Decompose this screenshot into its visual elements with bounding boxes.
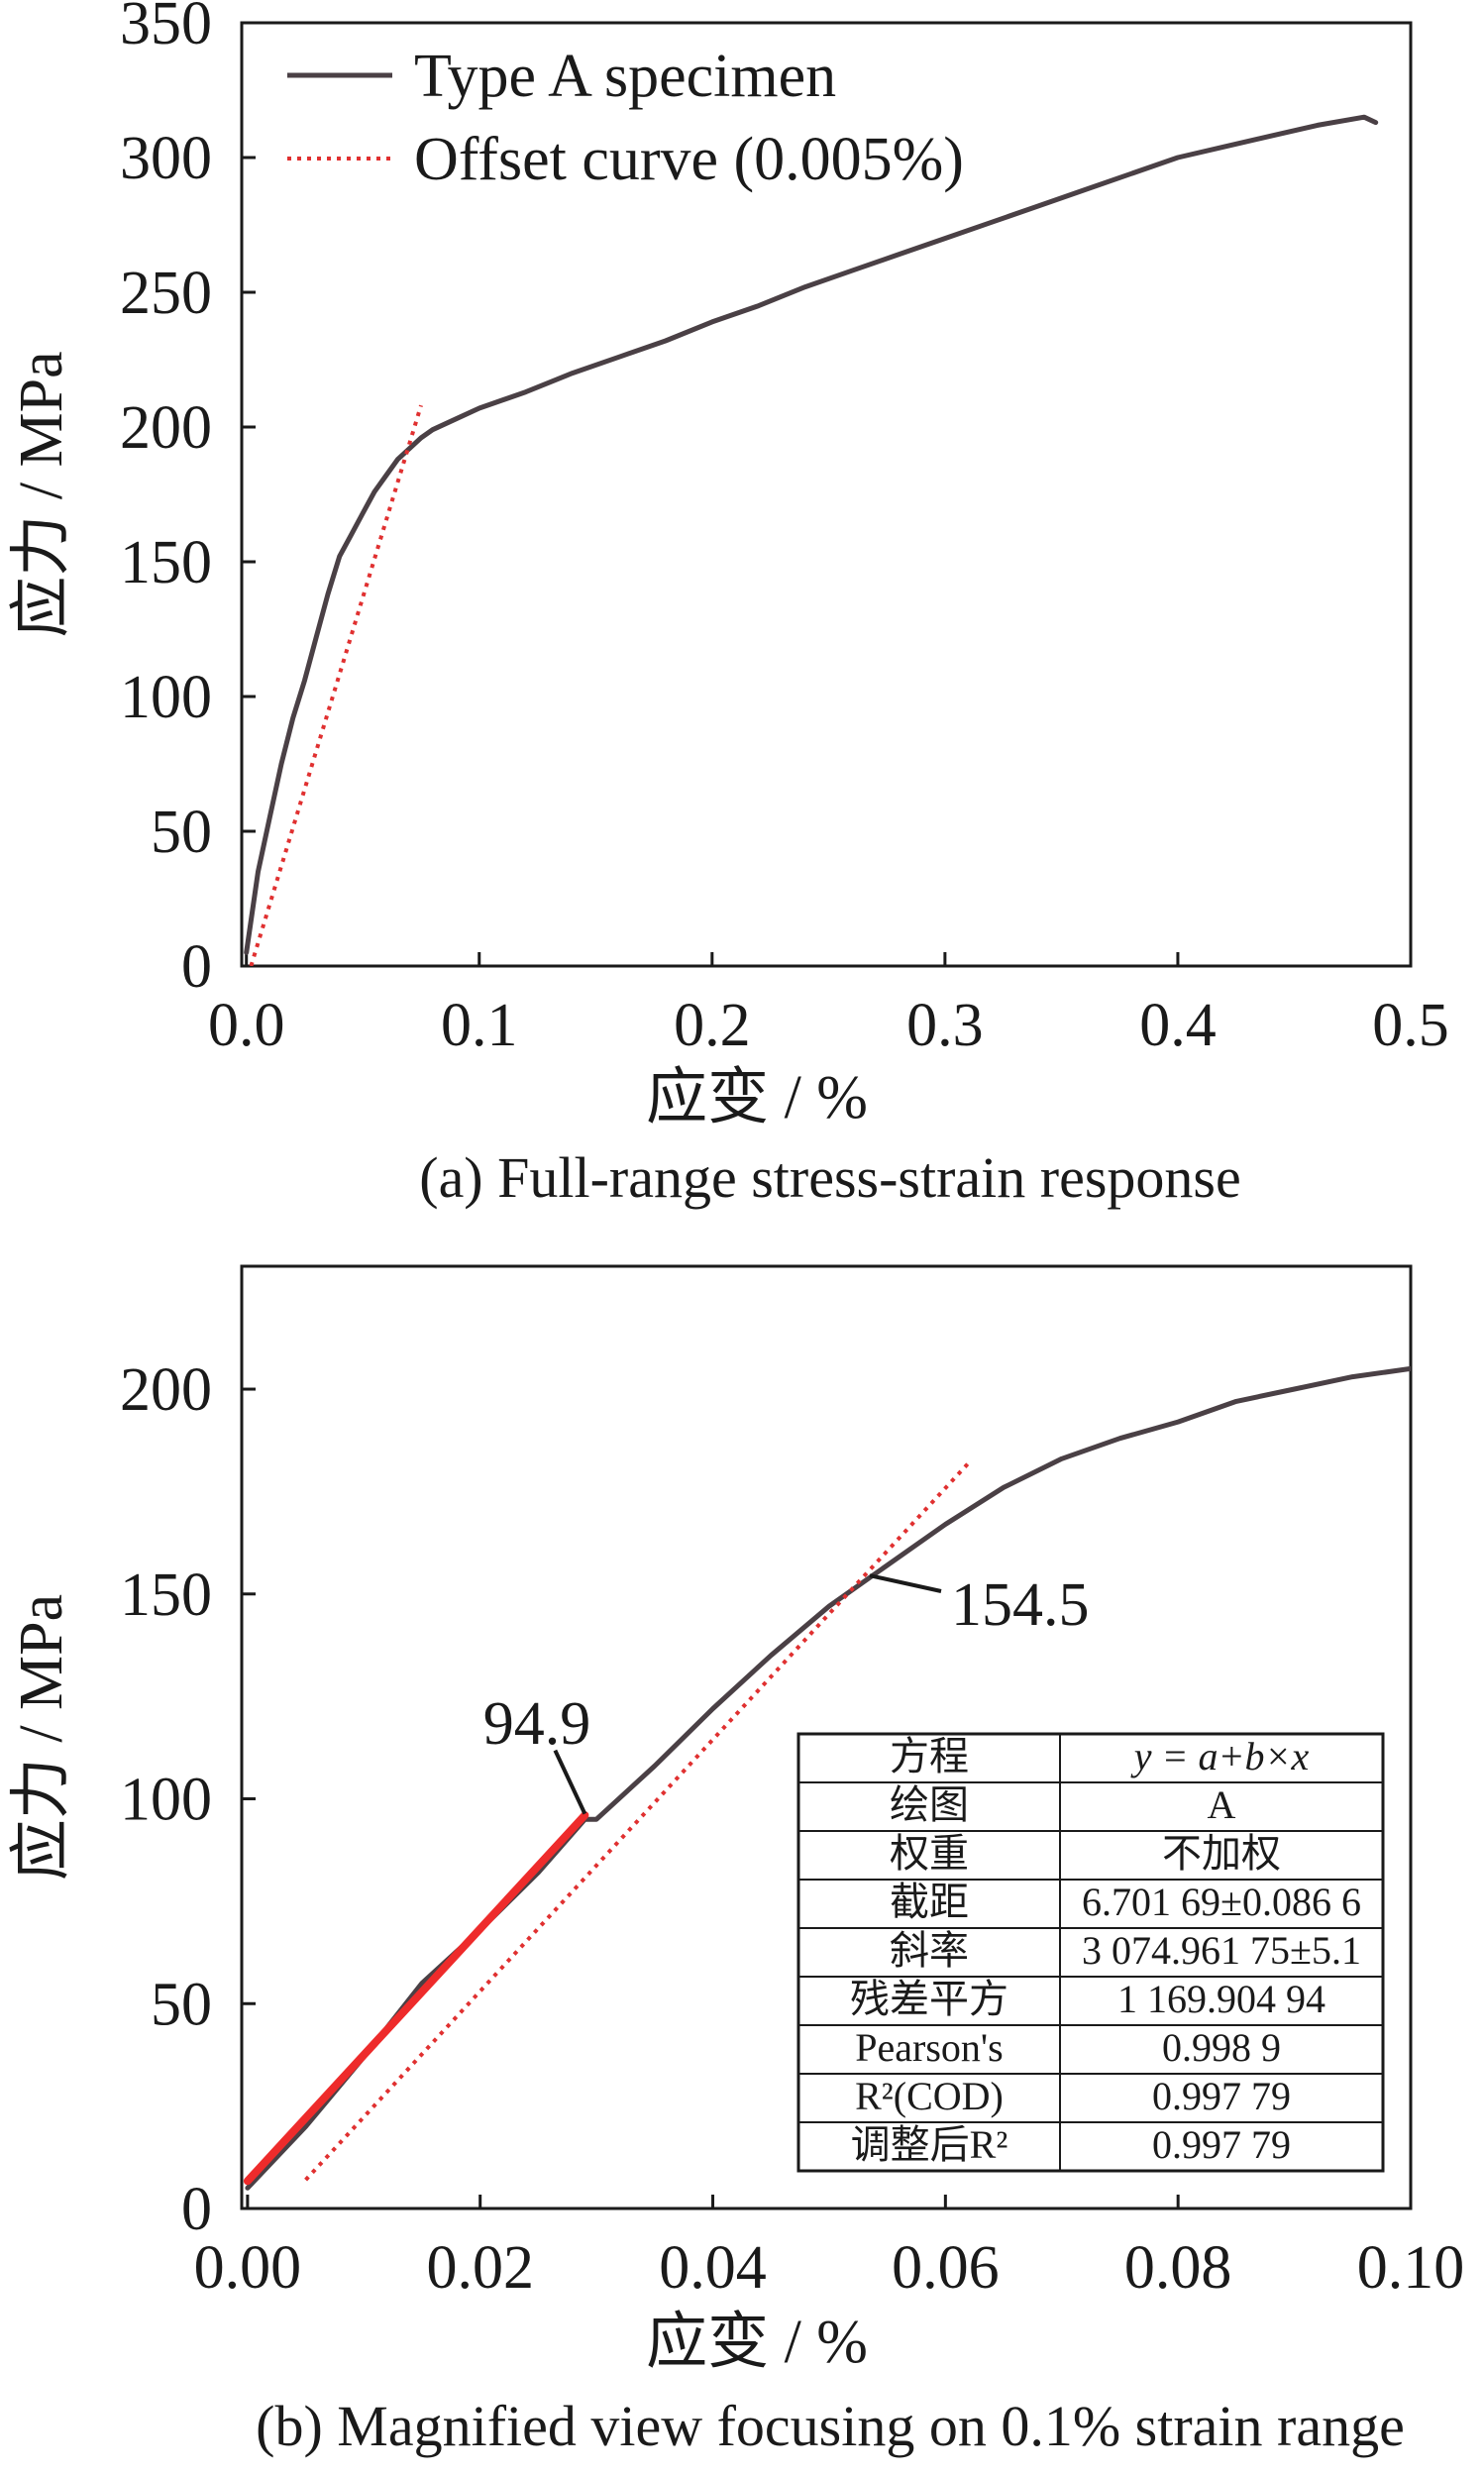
table-cell-value: 0.997 79 bbox=[1152, 2074, 1291, 2118]
y-tick-label: 350 bbox=[120, 0, 212, 57]
table-cell-value: 不加权 bbox=[1162, 1831, 1281, 1876]
panel-b: 0.00 0.02 0.04 0.06 0.08 0.10 0 50 100 150 200 应变 /… bbox=[8, 1264, 1465, 2458]
table-cell-value: A bbox=[1208, 1782, 1236, 1827]
x-tick-label: 0.02 bbox=[426, 2234, 534, 2302]
stress-strain-curve bbox=[244, 114, 1379, 955]
plot-frame bbox=[240, 21, 1413, 968]
x-tick-label: 0.1 bbox=[441, 992, 518, 1059]
y-tick-label: 0 bbox=[181, 933, 212, 1001]
x-tick-label: 0.04 bbox=[659, 2234, 767, 2302]
legend-label: Offset curve (0.005%) bbox=[414, 126, 964, 193]
y-tick-label: 50 bbox=[151, 799, 212, 866]
y-tick-label: 0 bbox=[181, 2176, 212, 2243]
y-axis-label: 应力 / MPa bbox=[8, 1594, 75, 1881]
table-cell-label: 斜率 bbox=[890, 1928, 969, 1973]
table-cell-value: 3 074.961 75±5.1 bbox=[1082, 1928, 1361, 1973]
x-tick-label: 0.4 bbox=[1139, 992, 1217, 1059]
table-cell-label: Pearson's bbox=[855, 2025, 1003, 2070]
offset-line bbox=[249, 404, 423, 966]
table-border bbox=[796, 1732, 1385, 2173]
annotation-leader bbox=[553, 1749, 587, 1815]
table-cell-label: 调整后R² bbox=[851, 2122, 1008, 2167]
x-tick-label: 0.3 bbox=[906, 992, 984, 1059]
table-cell-value: 6.701 69±0.086 6 bbox=[1082, 1880, 1361, 1924]
table-cell-label: 方程 bbox=[890, 1734, 969, 1778]
table-cell-value: y = a+b×x bbox=[1130, 1734, 1310, 1778]
plot-frame bbox=[240, 1264, 1413, 2210]
x-tick-label: 0.2 bbox=[674, 992, 751, 1059]
y-tick-label: 200 bbox=[120, 1356, 212, 1424]
y-tick-label: 150 bbox=[120, 1561, 212, 1629]
x-tick-label: 0.0 bbox=[208, 992, 285, 1059]
table-cell-value: 0.998 9 bbox=[1162, 2025, 1281, 2070]
x-tick-label: 0.00 bbox=[194, 2234, 302, 2302]
y-tick-label: 50 bbox=[151, 1971, 212, 2038]
x-axis-label: 应变 / % bbox=[646, 2309, 868, 2376]
x-tick-label: 0.5 bbox=[1372, 992, 1449, 1059]
panel-caption: (b) Magnified view focusing on 0.1% stra… bbox=[256, 2394, 1405, 2458]
legend-label: Type A specimen bbox=[414, 43, 836, 110]
series-group bbox=[243, 1365, 1411, 2191]
x-tick-label: 0.10 bbox=[1357, 2234, 1465, 2302]
y-tick-label: 300 bbox=[120, 125, 212, 192]
y-tick-label: 100 bbox=[120, 1767, 212, 1834]
table-cell-label: 绘图 bbox=[890, 1782, 969, 1827]
panel-a: 0.0 0.1 0.2 0.3 0.4 0.5 0 50 100 150 200 250 300 350 应… bbox=[8, 0, 1449, 1210]
table-cell-value: 1 169.904 94 bbox=[1117, 1977, 1325, 2021]
x-tick-label: 0.08 bbox=[1124, 2234, 1232, 2302]
offset-line bbox=[304, 1461, 971, 2182]
annotation-label: 154.5 bbox=[951, 1571, 1090, 1639]
legend: Type A specimen Offset curve (0.005%) bbox=[287, 43, 964, 193]
x-axis-label: 应变 / % bbox=[646, 1064, 868, 1131]
table-cell-value: 0.997 79 bbox=[1152, 2122, 1291, 2167]
table-cell-label: 残差平方 bbox=[850, 1977, 1008, 2021]
x-tick-label: 0.06 bbox=[892, 2234, 1000, 2302]
series-group bbox=[244, 114, 1379, 966]
table-cell-label: 截距 bbox=[890, 1880, 969, 1924]
y-tick-label: 150 bbox=[120, 529, 212, 596]
table-cell-label: R²(COD) bbox=[855, 2074, 1004, 2118]
panel-caption: (a) Full-range stress-strain response bbox=[419, 1145, 1240, 1210]
annotation-leader bbox=[869, 1573, 942, 1593]
y-axis-label: 应力 / MPa bbox=[8, 351, 75, 637]
linear-fit-line bbox=[243, 1811, 589, 2186]
y-tick-label: 100 bbox=[120, 664, 212, 731]
y-tick-label: 200 bbox=[120, 394, 212, 462]
annotation-label: 94.9 bbox=[483, 1690, 591, 1758]
y-tick-label: 250 bbox=[120, 260, 212, 327]
table-cell-label: 权重 bbox=[890, 1831, 969, 1876]
